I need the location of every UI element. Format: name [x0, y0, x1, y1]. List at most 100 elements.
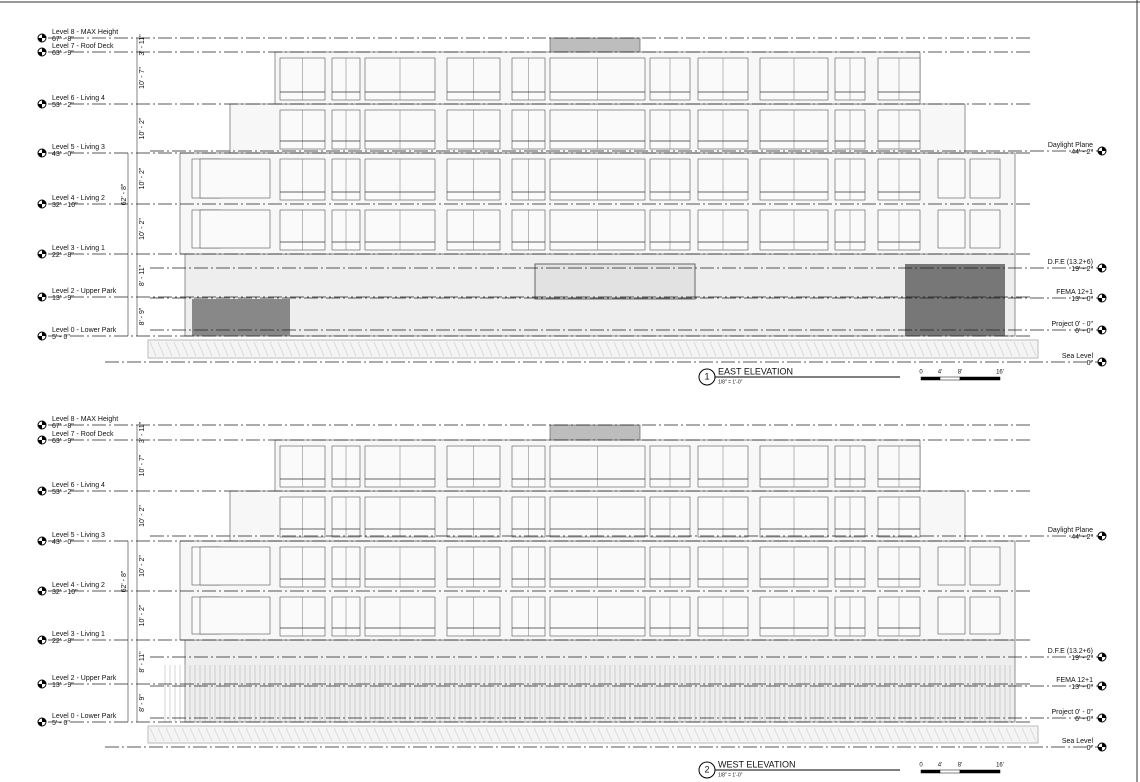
ground-hatch: [845, 341, 853, 357]
ground-hatch: [813, 341, 821, 357]
window: [199, 596, 271, 635]
level-marker-fill: [38, 34, 46, 42]
level-elevation: 43' - 0": [52, 151, 74, 158]
overall-dimension: 62' - 8": [121, 183, 128, 205]
ground-hatch: [637, 727, 645, 742]
level-name: Daylight Plane: [1048, 527, 1093, 534]
ground-hatch: [285, 727, 293, 742]
window: [199, 546, 271, 586]
level-elevation: 63' - 9": [52, 50, 74, 57]
ground-hatch: [781, 341, 789, 357]
ground-hatch: [629, 727, 637, 742]
ground-hatch: [509, 727, 517, 742]
ground-hatch: [701, 341, 709, 357]
ground-hatch: [341, 341, 349, 357]
ground-hatch: [549, 727, 557, 742]
level-elevation: 67' - 8": [52, 423, 74, 430]
ground-hatch: [429, 727, 437, 742]
ground-hatch: [749, 727, 757, 742]
ground-hatch: [205, 727, 213, 742]
ground-hatch: [741, 341, 749, 357]
ground-hatch: [365, 727, 373, 742]
ground-hatch: [893, 341, 901, 357]
ground-hatch: [1029, 341, 1037, 357]
ground-hatch: [261, 727, 269, 742]
ground-hatch: [541, 727, 549, 742]
ground-hatch: [949, 727, 957, 742]
level-name: FEMA 12+1: [1056, 677, 1093, 684]
ground-hatch: [957, 341, 965, 357]
ground-hatch: [1021, 341, 1029, 357]
ground-hatch: [197, 341, 205, 357]
level-name: D.F.E (13.2+6): [1048, 259, 1093, 266]
ground-hatch: [765, 727, 773, 742]
ground-hatch: [973, 341, 981, 357]
ground-hatch: [293, 727, 301, 742]
ground-hatch: [845, 727, 853, 742]
level-name: Project 0' - 0": [1051, 321, 1093, 328]
ground-hatch: [821, 727, 829, 742]
ground-hatch: [1021, 727, 1029, 742]
ground-hatch: [565, 727, 573, 742]
ground-hatch: [221, 727, 229, 742]
ground-hatch: [589, 341, 597, 357]
window: [937, 596, 966, 635]
ground-hatch: [997, 727, 1005, 742]
ground-hatch: [309, 341, 317, 357]
ground-hatch: [549, 341, 557, 357]
ground-hatch: [957, 727, 965, 742]
facade: [549, 424, 641, 441]
window: [937, 209, 966, 249]
level-marker-fill: [1098, 294, 1106, 302]
ground-hatch: [381, 727, 389, 742]
ground-hatch: [733, 341, 741, 357]
ground-hatch: [925, 341, 933, 357]
ground-hatch: [189, 727, 197, 742]
ground-hatch: [349, 727, 357, 742]
ground-hatch: [501, 341, 509, 357]
ground-hatch: [781, 727, 789, 742]
ground-hatch: [693, 341, 701, 357]
ground-hatch: [421, 727, 429, 742]
level-marker-fill: [1098, 714, 1106, 722]
scale-bar-label: 8': [958, 370, 962, 376]
facade: [549, 37, 641, 53]
level-name: Level 7 - Roof Deck: [52, 431, 114, 438]
ground-hatch: [821, 341, 829, 357]
ground-hatch: [1005, 341, 1013, 357]
ground-hatch: [661, 341, 669, 357]
level-marker-fill: [1098, 326, 1106, 334]
ground-hatch: [269, 727, 277, 742]
ground-hatch: [629, 341, 637, 357]
level-marker-fill: [38, 100, 46, 108]
ground-hatch: [493, 341, 501, 357]
ground-hatch: [325, 727, 333, 742]
scale-bar: [939, 376, 961, 381]
ground-hatch: [421, 341, 429, 357]
ground-hatch: [477, 341, 485, 357]
ground-hatch: [805, 341, 813, 357]
ground-hatch: [829, 727, 837, 742]
level-elevation: 22' - 8": [52, 252, 74, 259]
ground-hatch: [597, 727, 605, 742]
ground-hatch: [205, 341, 213, 357]
ground-hatch: [397, 727, 405, 742]
ground-hatch: [173, 727, 181, 742]
level-marker-fill: [1098, 532, 1106, 540]
scale-bar-label: 4': [938, 763, 942, 769]
ground-hatch: [461, 727, 469, 742]
ground-hatch: [869, 341, 877, 357]
ground-hatch: [717, 341, 725, 357]
ground-hatch: [621, 727, 629, 742]
ground-hatch: [269, 341, 277, 357]
ground-hatch: [693, 727, 701, 742]
ground-hatch: [829, 341, 837, 357]
ground-hatch: [437, 341, 445, 357]
dimension-text: 3' - 11": [139, 421, 146, 443]
level-elevation: 19' - 2": [1071, 266, 1093, 273]
level-name: Level 8 - MAX Height: [52, 416, 118, 423]
ground-hatch: [741, 727, 749, 742]
ground-hatch: [517, 341, 525, 357]
level-marker-fill: [1098, 743, 1106, 751]
